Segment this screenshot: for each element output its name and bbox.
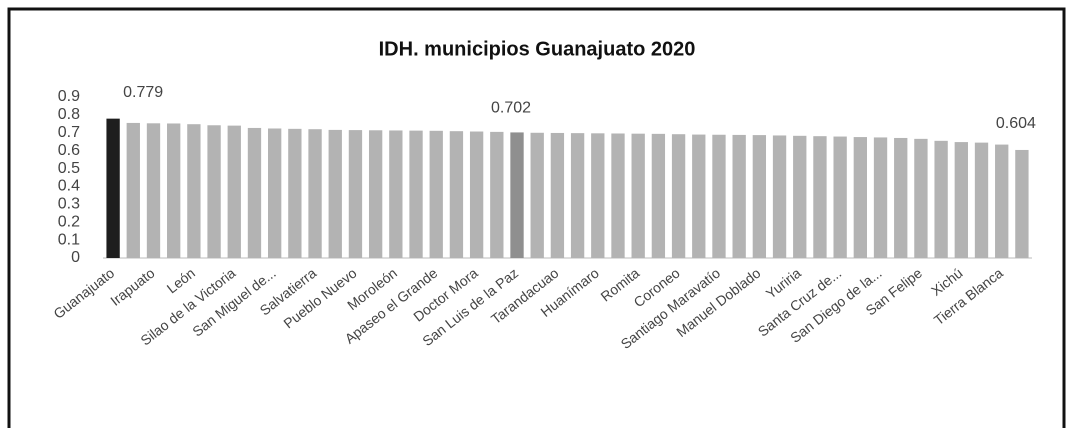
bar (651, 133, 666, 258)
bar (712, 134, 726, 258)
bar (611, 133, 625, 258)
bar (449, 131, 464, 258)
bar (793, 135, 807, 258)
bar (732, 134, 746, 258)
bar (934, 140, 948, 258)
bar (106, 118, 120, 258)
bar (207, 125, 221, 259)
bar (469, 131, 484, 258)
y-tick-label: 0.8 (58, 106, 80, 123)
data-label: 0.702 (491, 100, 531, 117)
bar (1015, 149, 1029, 258)
bar (914, 138, 928, 258)
bar (348, 130, 363, 258)
y-tick-label: 0.5 (58, 160, 80, 177)
bar (631, 133, 645, 258)
y-tick-label: 0.2 (58, 213, 80, 230)
y-tick-label: 0.1 (58, 231, 80, 248)
bar (409, 130, 423, 258)
bar (167, 123, 181, 258)
bar (692, 134, 706, 258)
chart-frame (7, 7, 1066, 428)
bar (429, 130, 443, 258)
bar (833, 136, 847, 258)
bar (671, 134, 686, 258)
bar (126, 122, 140, 258)
bar (227, 125, 241, 258)
bar (510, 132, 524, 258)
bar (308, 129, 322, 258)
bar (853, 137, 868, 258)
bar (267, 128, 282, 258)
bar (570, 133, 585, 258)
bar (490, 131, 504, 258)
y-tick-label: 0 (71, 249, 80, 266)
bar (247, 127, 262, 258)
bar (389, 130, 403, 258)
bar (187, 124, 201, 259)
y-tick-label: 0.7 (58, 124, 80, 141)
y-tick-label: 0.6 (58, 142, 80, 159)
bar (288, 128, 302, 258)
bar (146, 123, 161, 259)
x-tick-label: Guanajuato (50, 265, 117, 322)
y-tick-label: 0.9 (58, 88, 80, 105)
bar (328, 129, 342, 258)
bar (974, 142, 989, 258)
chart-title: IDH. municipios Guanajuato 2020 (379, 38, 696, 60)
bar (873, 137, 888, 258)
bar (894, 137, 908, 258)
y-tick-label: 0.3 (58, 196, 80, 213)
bar (591, 133, 605, 258)
bar (530, 132, 544, 258)
bar (813, 136, 827, 258)
data-label: 0.604 (996, 115, 1036, 132)
bar (752, 135, 767, 258)
y-tick-label: 0.4 (58, 178, 80, 195)
bar (772, 135, 787, 258)
bar (995, 144, 1009, 258)
bar (550, 132, 565, 258)
bar (368, 130, 383, 258)
x-tick-label: Irapuato (107, 265, 158, 309)
bar (954, 142, 968, 258)
data-label: 0.779 (123, 84, 163, 101)
